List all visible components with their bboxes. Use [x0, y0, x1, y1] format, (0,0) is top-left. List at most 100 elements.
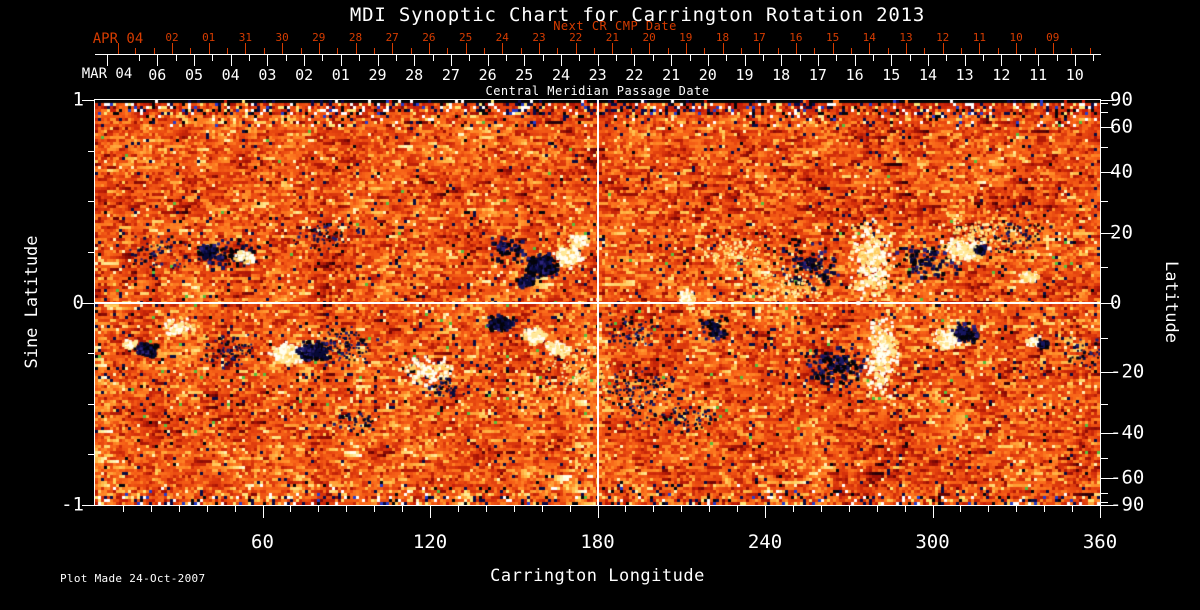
- red-halfday-tick: [410, 48, 412, 54]
- white-day-label: 17: [808, 66, 827, 84]
- red-day-tick: [722, 43, 724, 54]
- bottom-axis-minor-tick: [290, 506, 292, 512]
- chart-title: MDI Synoptic Chart for Carrington Rotati…: [349, 4, 926, 26]
- bottom-axis-minor-tick: [988, 506, 990, 512]
- bottom-axis-tick: [932, 506, 934, 518]
- red-day-tick: [612, 43, 614, 54]
- white-day-tick: [194, 55, 195, 66]
- bottom-axis-minor-tick: [513, 506, 515, 512]
- red-day-tick: [465, 43, 467, 54]
- red-day-tick: [282, 43, 284, 54]
- red-day-label: 14: [862, 31, 876, 44]
- red-day-label: 30: [275, 31, 289, 44]
- red-month-label: APR 04: [92, 31, 144, 47]
- white-day-label: 13: [955, 66, 974, 84]
- red-halfday-tick: [740, 48, 742, 54]
- white-halfday-tick: [212, 55, 214, 61]
- white-halfday-tick: [542, 55, 544, 61]
- bottom-axis-minor-tick: [1072, 506, 1074, 512]
- red-day-tick: [979, 43, 981, 54]
- red-day-tick: [832, 43, 834, 54]
- left-axis-tick: [82, 100, 94, 101]
- white-halfday-tick: [762, 55, 764, 61]
- left-axis-tick-label: -1: [61, 493, 84, 516]
- left-axis-minor-tick: [88, 454, 94, 456]
- red-day-label: 09: [1046, 31, 1060, 44]
- red-halfday-tick: [704, 48, 706, 54]
- bottom-axis-minor-tick: [402, 506, 404, 512]
- white-day-label: 27: [441, 66, 460, 84]
- white-halfday-tick: [983, 55, 984, 61]
- bottom-axis-tick: [765, 506, 766, 518]
- left-axis-minor-tick: [88, 403, 94, 405]
- right-axis-tick-label: 20: [1110, 221, 1133, 244]
- red-day-tick: [428, 43, 430, 54]
- right-axis-tick-label: -40: [1110, 421, 1145, 444]
- bottom-axis-minor-tick: [485, 506, 487, 512]
- bottom-axis-minor-tick: [178, 506, 180, 512]
- white-day-tick: [377, 55, 379, 66]
- red-day-tick: [245, 43, 247, 54]
- white-day-tick: [928, 55, 929, 66]
- bottom-axis-minor-tick: [792, 506, 794, 512]
- red-halfday-tick: [997, 48, 999, 54]
- red-day-label: 26: [422, 31, 436, 44]
- red-halfday-tick: [373, 48, 375, 54]
- red-day-tick: [1052, 43, 1054, 54]
- red-day-tick: [649, 43, 651, 54]
- white-halfday-tick: [505, 55, 507, 61]
- right-axis-tick-label: 0: [1110, 291, 1122, 313]
- white-day-tick: [267, 55, 269, 66]
- red-day-label: 27: [385, 31, 399, 44]
- right-axis-minor-tick: [1101, 201, 1108, 203]
- red-day-tick: [759, 43, 761, 54]
- white-day-tick: [854, 55, 856, 66]
- white-day-tick: [671, 55, 673, 66]
- red-day-label: 29: [312, 31, 326, 44]
- white-halfday-tick: [138, 55, 140, 61]
- red-halfday-tick: [924, 48, 926, 54]
- bottom-axis-minor-tick: [681, 506, 683, 512]
- white-halfday-tick: [652, 55, 654, 61]
- red-halfday-tick: [1034, 48, 1036, 54]
- red-halfday-tick: [630, 48, 632, 54]
- white-halfday-tick: [285, 55, 287, 61]
- right-axis-tick-label: 60: [1110, 115, 1133, 138]
- right-axis-minor-tick: [1101, 403, 1108, 405]
- red-day-tick: [502, 43, 504, 54]
- white-halfday-tick: [726, 55, 728, 61]
- white-day-tick: [487, 55, 489, 66]
- red-day-label: 13: [899, 31, 913, 44]
- red-halfday-tick: [887, 48, 889, 54]
- bottom-axis-minor-tick: [960, 506, 962, 512]
- white-day-tick: [414, 55, 416, 66]
- red-halfday-tick: [263, 48, 265, 54]
- right-axis-tick: [1101, 100, 1114, 101]
- white-month-label: MAR 04: [81, 66, 133, 82]
- red-halfday-tick: [337, 48, 339, 54]
- white-day-label: 03: [258, 66, 277, 84]
- white-day-label: 11: [1029, 66, 1048, 84]
- red-day-tick: [392, 43, 394, 54]
- red-day-tick: [575, 43, 577, 54]
- red-halfday-tick: [484, 48, 485, 54]
- red-day-tick: [942, 43, 944, 54]
- white-halfday-tick: [873, 55, 874, 61]
- white-day-tick: [450, 55, 452, 66]
- bottom-axis-minor-tick: [848, 506, 850, 512]
- bottom-axis-tick-label: 360: [1082, 531, 1118, 553]
- red-day-label: 28: [348, 31, 363, 44]
- right-axis-tick: [1101, 233, 1114, 235]
- white-day-tick: [1038, 55, 1040, 66]
- bottom-axis-tick-label: 180: [580, 531, 615, 553]
- bottom-axis-tick-label: 60: [251, 531, 274, 553]
- right-axis-tick: [1101, 371, 1114, 373]
- white-day-label: 04: [221, 66, 240, 84]
- right-axis-tick-label: -90: [1110, 493, 1145, 516]
- white-day-tick: [781, 55, 783, 66]
- right-axis-minor-tick: [1101, 337, 1108, 339]
- red-day-tick: [685, 43, 687, 54]
- left-axis-minor-tick: [88, 150, 94, 152]
- cmp-axis-title: Central Meridian Passage Date: [485, 84, 710, 98]
